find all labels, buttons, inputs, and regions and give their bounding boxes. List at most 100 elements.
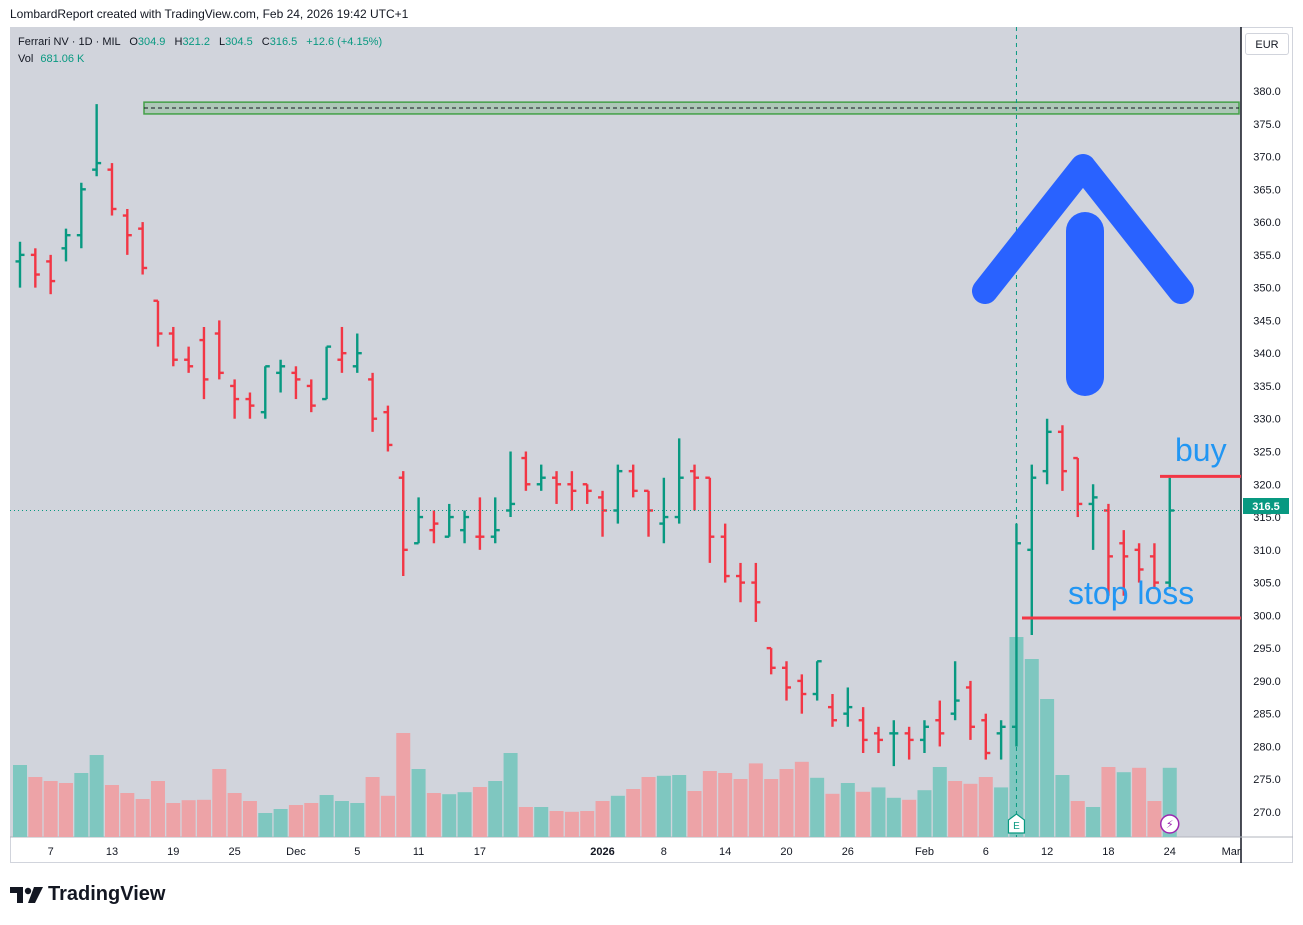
ohlc-bar [1119, 530, 1129, 596]
legend-vol-label: Vol [18, 53, 34, 65]
up-arrow-icon [972, 154, 1194, 304]
legend-volume-row: Vol 681.06 K [18, 51, 382, 68]
ohlc-bar [659, 477, 669, 544]
ohlc-bar [904, 726, 914, 760]
time-tick-label: Feb [915, 846, 934, 858]
legend-low-label: L [219, 36, 226, 48]
legend: Ferrari NV · 1D · MIL O304.9 H321.2 L304… [18, 34, 382, 68]
legend-ohlc-row: Ferrari NV · 1D · MIL O304.9 H321.2 L304… [18, 34, 382, 51]
ohlc-bar [751, 562, 761, 622]
ohlc-bar [766, 646, 776, 675]
volume-bar [58, 783, 73, 837]
time-tick-label: 20 [780, 846, 792, 858]
volume-bar [580, 811, 595, 837]
volume-bar [273, 809, 288, 837]
volume-bar [288, 805, 303, 837]
volume-bar [1101, 767, 1116, 837]
volume-bar [442, 794, 457, 837]
price-tick-label: 345.0 [1253, 315, 1281, 327]
ohlc-bar [1057, 425, 1067, 491]
legend-close: 316.5 [269, 36, 298, 48]
volume-bar [227, 793, 242, 837]
tradingview-logo-icon [10, 886, 43, 903]
legend-symbol[interactable]: Ferrari NV · 1D · MIL [18, 36, 121, 48]
ohlc-bar [414, 497, 424, 545]
ohlc-bar [490, 497, 500, 544]
volume-bar [396, 733, 411, 837]
lightning-marker-icon [1160, 814, 1180, 834]
time-tick-label: 14 [719, 846, 731, 858]
volume-bar [595, 801, 610, 837]
ohlc-bar [705, 476, 715, 563]
volume-bar [978, 777, 993, 837]
time-tick-label: 13 [106, 846, 118, 858]
volume-bar [1147, 801, 1162, 837]
legend-high: 321.2 [182, 36, 210, 48]
volume-bar [733, 779, 748, 837]
price-tick-label: 320.0 [1253, 479, 1281, 491]
time-tick-label: 2026 [590, 846, 614, 858]
price-tick-label: 365.0 [1253, 184, 1281, 196]
volume-bar [503, 753, 518, 837]
volume-bar [886, 797, 901, 837]
currency-button[interactable]: EUR [1245, 33, 1289, 55]
ohlc-bar [843, 687, 853, 727]
volume-bar [626, 789, 641, 837]
volume-bar [764, 779, 779, 837]
legend-open: 304.9 [137, 36, 166, 48]
time-tick-label: 18 [1102, 846, 1114, 858]
ohlc-bar [674, 438, 684, 524]
volume-bar [74, 773, 89, 837]
time-tick-label: 6 [983, 846, 989, 858]
volume-bar [1132, 767, 1147, 837]
volume-bar [13, 765, 27, 837]
price-tick-label: 360.0 [1253, 217, 1281, 229]
ohlc-bar [352, 333, 362, 373]
volume-bar [212, 769, 227, 837]
price-tick-label: 285.0 [1253, 709, 1281, 721]
volume-bar [948, 781, 963, 837]
ohlc-bar [1134, 543, 1144, 583]
ohlc-bar [935, 700, 945, 747]
ohlc-bar [107, 163, 117, 216]
volume-bar [917, 790, 932, 837]
ohlc-bar [92, 104, 102, 177]
time-tick-label: 7 [48, 846, 54, 858]
chart[interactable]: 270.0 275.0 280.0 285.0 290.0 295.0 300.0 305.0… [10, 27, 1293, 863]
ohlc-bar [812, 660, 822, 701]
time-axis: 7 13 19 25 Dec 5 11 17 2026 8 14 20 26 Feb 6 12 18 24 Mar [48, 846, 1241, 858]
ohlc-bar [429, 510, 439, 544]
ohlc-bar [306, 379, 316, 413]
volume-bar [150, 781, 165, 837]
ohlc-bar [552, 471, 562, 504]
ohlc-bar [919, 720, 929, 754]
price-tick-label: 305.0 [1253, 578, 1281, 590]
volume-bar [687, 791, 702, 837]
ohlc-bar [736, 562, 746, 603]
legend-high-label: H [174, 36, 183, 48]
legend-open-label: O [129, 36, 138, 48]
price-tick-label: 290.0 [1253, 676, 1281, 688]
ohlc-bar [1027, 464, 1037, 636]
tradingview-logo[interactable]: TradingView [10, 883, 165, 906]
ohlc-bar [521, 451, 531, 491]
volume-bar [963, 783, 978, 837]
ohlc-bar [1042, 418, 1052, 485]
ohlc-bar [322, 345, 332, 401]
ohlc-bar [797, 674, 807, 714]
volume-bar [656, 775, 671, 837]
last-price-label: 316.5 [1252, 501, 1280, 513]
ohlc-bar [214, 320, 224, 380]
volume-bar [902, 799, 917, 837]
volume-bar [718, 773, 733, 837]
volume-bar [181, 800, 196, 837]
time-tick-label: 12 [1041, 846, 1053, 858]
price-tick-label: 355.0 [1253, 250, 1281, 262]
ohlc-bar [398, 471, 408, 577]
volume-bar [840, 783, 855, 837]
volume-bar [534, 807, 549, 837]
volume-bar [488, 781, 503, 837]
price-tick-label: 275.0 [1253, 774, 1281, 786]
time-tick-label: 11 [413, 846, 424, 858]
legend-low: 304.5 [225, 36, 253, 48]
